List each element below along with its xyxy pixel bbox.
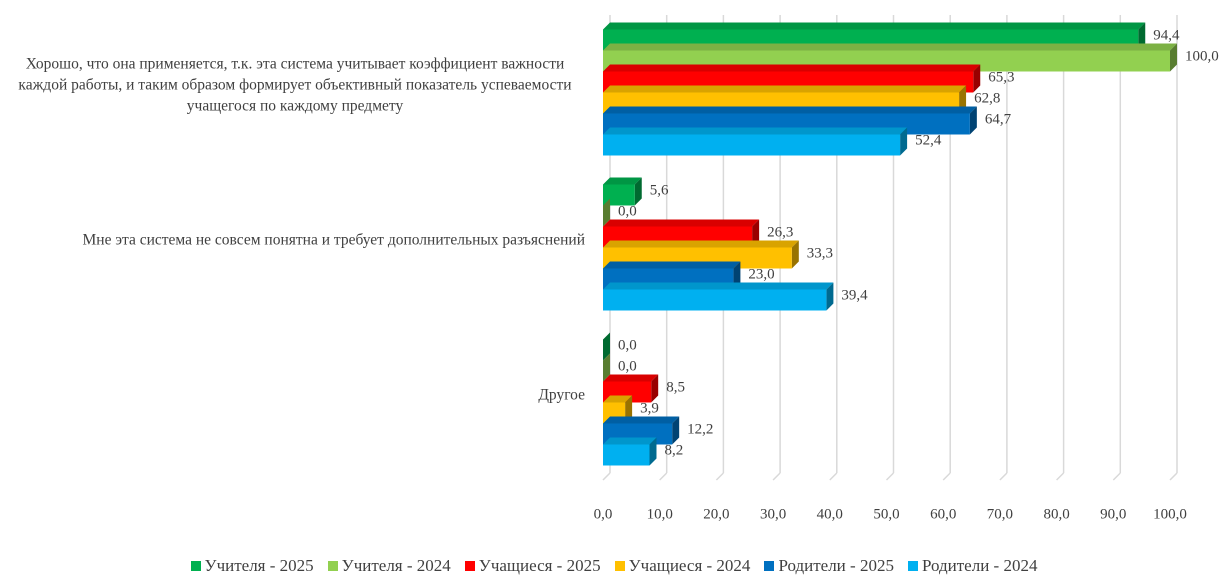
x-tick-label: 30,0: [760, 506, 786, 522]
grid-depth: [999, 472, 1008, 481]
bar: [603, 444, 650, 466]
legend-item: Учителя - 2025: [190, 556, 314, 576]
legend-swatch: [764, 561, 775, 571]
bar-side: [973, 64, 981, 93]
value-label: 5,6: [650, 182, 669, 198]
bar-top: [603, 106, 977, 114]
bar: [603, 134, 901, 156]
bar-top: [603, 282, 834, 290]
bar-top: [603, 64, 981, 72]
legend-item: Родители - 2025: [764, 556, 894, 576]
bar: [603, 184, 635, 206]
grid-depth: [715, 472, 724, 481]
legend-label: Учителя - 2025: [204, 556, 314, 575]
bar-side: [603, 198, 610, 227]
bar-side: [603, 353, 610, 382]
grid-depth: [659, 472, 668, 481]
x-tick-label: 0,0: [594, 506, 613, 522]
x-tick-label: 10,0: [647, 506, 673, 522]
grid-depth: [829, 472, 838, 481]
legend-swatch: [327, 561, 338, 571]
category-label: Другое: [538, 386, 585, 403]
legend: Учителя - 2025 Учителя - 2024 Учащиеся - 2…: [0, 556, 1228, 576]
x-tick-label: 90,0: [1100, 506, 1126, 522]
legend-label: Учащиеся - 2025: [478, 556, 601, 575]
bar-top: [603, 22, 1146, 30]
legend-item: Родители - 2024: [907, 556, 1038, 576]
value-label: 0,0: [618, 337, 637, 353]
value-label: 3,9: [640, 400, 659, 416]
legend-swatch: [190, 561, 201, 571]
category-label: Хорошо, что она применяется, т.к. эта си…: [18, 55, 572, 114]
bar-top: [603, 85, 967, 93]
bar-side: [1170, 43, 1177, 72]
bar-top: [603, 43, 1177, 51]
grid-depth: [602, 472, 611, 481]
x-tick-label: 40,0: [817, 506, 843, 522]
bar-side: [603, 332, 610, 361]
category-label: Мне эта система не совсем понятна и треб…: [82, 231, 586, 248]
value-label: 52,4: [915, 132, 942, 148]
bar-top: [603, 219, 760, 227]
x-tick-label: 50,0: [873, 506, 899, 522]
value-label: 8,5: [666, 379, 685, 395]
x-tick-label: 20,0: [703, 506, 729, 522]
grid-depth: [1112, 472, 1121, 481]
value-label: 23,0: [748, 266, 774, 282]
grid-depth: [942, 472, 951, 481]
grid-depth: [885, 472, 895, 481]
value-label: 62,8: [974, 90, 1000, 106]
bar-side: [672, 416, 680, 445]
bar-top: [603, 177, 642, 185]
legend-swatch: [907, 561, 918, 571]
legend-item: Учащиеся - 2025: [464, 556, 601, 576]
value-label: 33,3: [807, 245, 833, 261]
bar-side: [634, 177, 642, 206]
grid-depth: [1169, 472, 1178, 481]
x-tick-label: 100,0: [1153, 506, 1187, 522]
grid-depth: [1056, 472, 1065, 481]
legend-swatch: [464, 561, 475, 571]
legend-label: Учителя - 2024: [341, 556, 451, 575]
value-label: 8,2: [664, 442, 683, 458]
bar-side: [900, 127, 908, 156]
bar-top: [603, 416, 680, 424]
bar-top: [603, 395, 633, 403]
x-tick-label: 80,0: [1043, 506, 1069, 522]
bar-side: [826, 282, 834, 311]
bar-side: [791, 240, 799, 269]
grid-depth: [772, 472, 781, 481]
bar: [603, 289, 827, 311]
legend-swatch: [614, 561, 625, 571]
bar-top: [603, 261, 741, 269]
legend-label: Родители - 2024: [921, 556, 1038, 575]
x-tick-label: 70,0: [987, 506, 1013, 522]
value-label: 65,3: [988, 69, 1014, 85]
value-label: 0,0: [618, 203, 637, 219]
value-label: 100,0: [1185, 48, 1219, 64]
x-tick-label: 60,0: [930, 506, 956, 522]
legend-item: Учащиеся - 2024: [614, 556, 751, 576]
value-label: 12,2: [687, 421, 713, 437]
value-label: 94,4: [1153, 27, 1180, 43]
value-label: 26,3: [767, 224, 793, 240]
bar-side: [651, 374, 659, 403]
value-label: 39,4: [841, 287, 868, 303]
legend-label: Учащиеся - 2024: [628, 556, 751, 575]
value-label: 0,0: [618, 358, 637, 374]
bar-top: [603, 374, 659, 382]
bar-top: [603, 127, 908, 135]
legend-label: Родители - 2025: [778, 556, 894, 575]
legend-item: Учителя - 2024: [327, 556, 451, 576]
bar-side: [969, 106, 977, 135]
bar-top: [603, 437, 657, 445]
value-label: 64,7: [985, 111, 1012, 127]
bar-top: [603, 240, 799, 248]
bar-side: [649, 437, 657, 466]
